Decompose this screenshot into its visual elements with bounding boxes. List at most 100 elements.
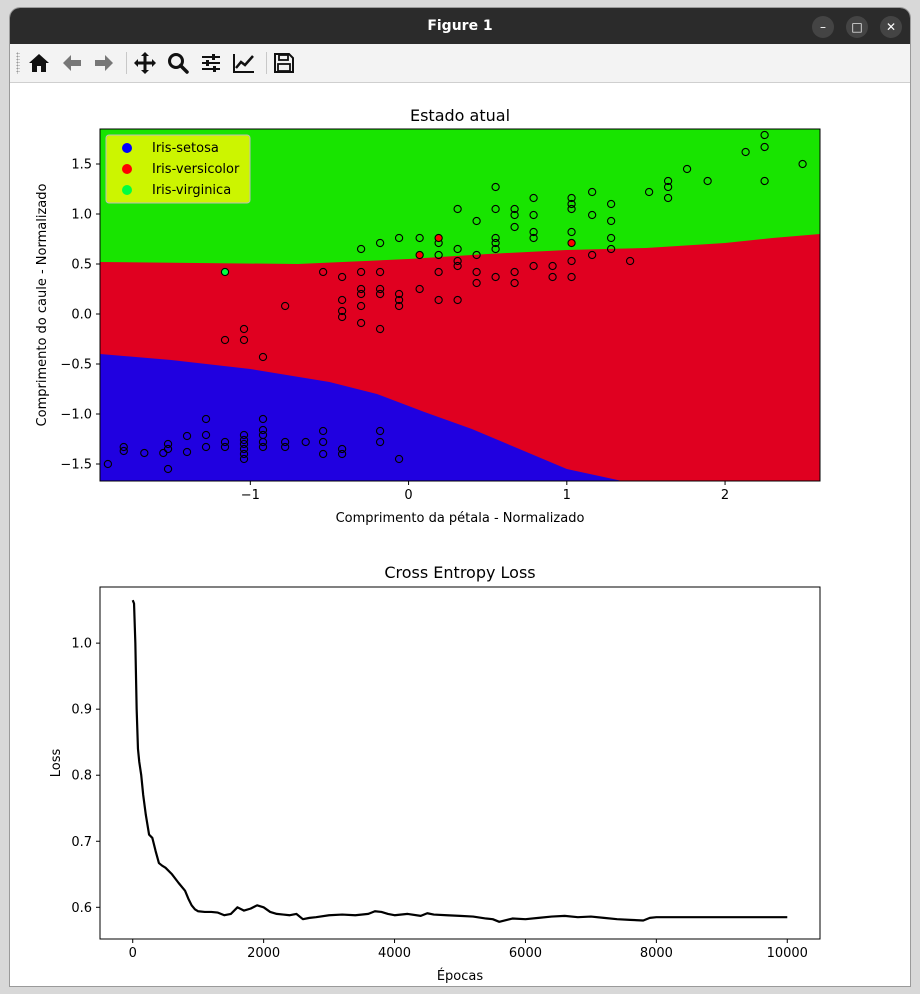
data-point <box>529 233 538 243</box>
data-point <box>510 267 519 277</box>
data-point <box>356 267 366 277</box>
figure-canvas[interactable]: Estado atual −1 0 1 2 −1.5 −1.0 −0.5 0.0 0.5 1.0 1… <box>10 83 910 986</box>
data-point <box>567 193 576 203</box>
data-point <box>663 182 673 192</box>
data-point <box>103 459 113 469</box>
data-point <box>337 272 347 282</box>
back-button[interactable] <box>57 48 87 78</box>
y-tick-label: 1.0 <box>71 208 92 223</box>
data-point <box>606 216 616 226</box>
x-tick-label: 4000 <box>378 946 411 961</box>
data-point <box>201 442 211 452</box>
forward-arrow-icon <box>95 55 113 71</box>
data-point <box>356 301 366 311</box>
data-point <box>491 272 500 282</box>
data-point <box>337 306 347 316</box>
subplots-button[interactable] <box>196 48 226 78</box>
save-button[interactable] <box>269 48 299 78</box>
data-point <box>741 147 750 157</box>
data-point <box>239 439 249 449</box>
window-title: Figure 1 <box>427 18 493 34</box>
data-point <box>567 227 576 237</box>
scatter-y-axis-label: Comprimento do caule - Normalizado <box>35 184 50 427</box>
forward-button[interactable] <box>89 48 119 78</box>
data-point <box>491 233 500 243</box>
data-point <box>606 244 616 254</box>
data-point <box>472 250 481 260</box>
data-point <box>567 204 576 214</box>
data-point <box>239 454 249 464</box>
data-point <box>491 182 500 192</box>
y-tick-label: 0.5 <box>71 258 92 273</box>
loss-axis-ticks: 0 2000 4000 6000 8000 10000 0.6 0.7 0.8 0.9 1.0 <box>71 637 808 961</box>
y-tick-label: 0.6 <box>71 901 92 916</box>
data-point <box>356 244 366 254</box>
data-point <box>119 446 128 456</box>
maximize-button[interactable]: □ <box>846 16 868 38</box>
data-point <box>529 261 538 271</box>
y-tick-label: 1.5 <box>71 158 92 173</box>
edit-axes-icon <box>233 54 254 73</box>
data-point <box>239 430 249 440</box>
data-point <box>375 426 385 436</box>
toolbar-grip-handle[interactable] <box>16 52 20 74</box>
data-point <box>529 210 538 220</box>
data-point <box>258 352 268 362</box>
minimize-button[interactable]: – <box>812 16 834 38</box>
data-point <box>625 256 635 266</box>
data-point <box>567 256 576 266</box>
data-point <box>587 250 597 260</box>
zoom-magnifier-icon <box>168 53 189 74</box>
data-point <box>220 437 230 447</box>
data-point <box>318 437 328 447</box>
x-tick-label: 8000 <box>640 946 673 961</box>
data-point <box>415 233 424 243</box>
data-point <box>394 454 404 464</box>
data-point <box>356 318 366 328</box>
data-point <box>220 335 230 345</box>
data-point <box>548 261 557 271</box>
data-point <box>280 442 290 452</box>
data-point <box>356 284 366 294</box>
legend-versicolor-marker <box>122 164 132 174</box>
y-tick-label: 0.0 <box>71 308 92 323</box>
data-point <box>606 199 616 209</box>
data-point <box>318 426 328 436</box>
data-point <box>510 204 519 214</box>
data-point <box>163 464 173 474</box>
data-point <box>258 437 268 447</box>
loss-x-axis-label: Épocas <box>437 968 484 984</box>
close-button[interactable]: ✕ <box>880 16 902 38</box>
pan-button[interactable] <box>130 48 160 78</box>
data-point <box>280 301 290 311</box>
data-point <box>472 216 481 226</box>
data-point <box>356 289 366 299</box>
data-point <box>453 295 462 305</box>
data-point <box>548 272 557 282</box>
navigation-toolbar <box>10 44 910 83</box>
data-point <box>491 238 500 248</box>
y-tick-label: −1.0 <box>60 408 92 423</box>
data-point <box>703 176 712 186</box>
title-bar[interactable]: Figure 1 – □ ✕ <box>10 8 910 44</box>
legend-box <box>105 134 251 204</box>
data-point <box>375 267 385 277</box>
data-point <box>258 442 268 452</box>
data-point <box>663 193 673 203</box>
data-point <box>415 250 424 260</box>
data-point <box>510 222 519 232</box>
data-point <box>375 437 385 447</box>
data-point <box>239 324 249 334</box>
setosa-region <box>100 354 623 481</box>
data-point <box>644 187 654 197</box>
data-point <box>453 261 462 271</box>
data-point <box>434 233 443 243</box>
data-point <box>510 278 519 288</box>
x-tick-label: 0 <box>129 946 137 961</box>
data-point <box>220 442 230 452</box>
virginica-region <box>100 129 820 264</box>
edit-axes-button[interactable] <box>229 48 259 78</box>
home-button[interactable] <box>24 48 54 78</box>
zoom-button[interactable] <box>163 48 193 78</box>
scatter-axis-ticks: −1 0 1 2 −1.5 −1.0 −0.5 0.0 0.5 1.0 1.5 <box>60 158 729 504</box>
